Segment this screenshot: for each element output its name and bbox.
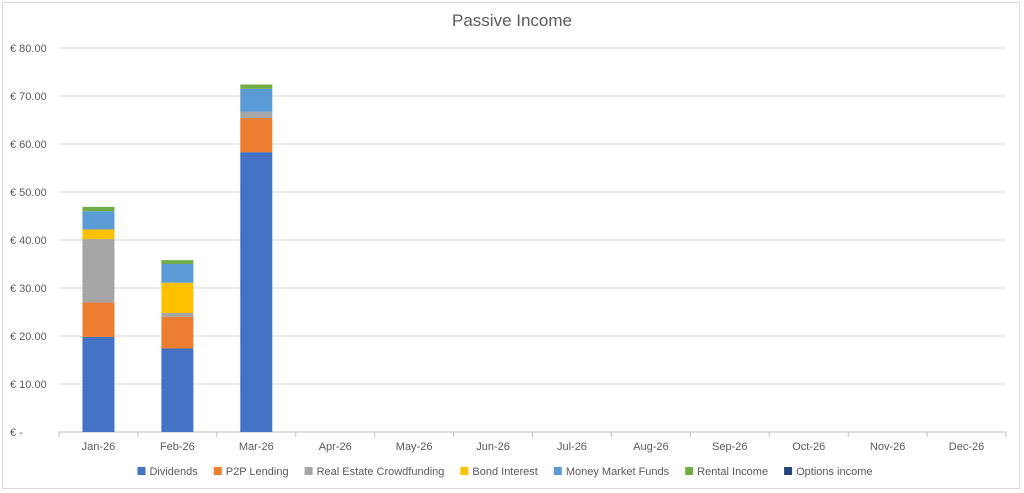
legend-swatch	[685, 467, 694, 475]
y-tick-label: € 60.00	[10, 139, 47, 151]
bar-segment	[161, 316, 194, 349]
y-tick-label: € 70.00	[10, 91, 47, 103]
legend-label: Rental Income	[697, 466, 768, 478]
bar-segment	[161, 348, 194, 432]
x-tick-label: Jun-26	[476, 441, 510, 453]
bar-segment	[240, 111, 273, 119]
legend-label: Dividends	[149, 466, 198, 478]
bar-segment	[161, 264, 194, 283]
y-tick-label: € 30.00	[10, 283, 47, 295]
legend-label: Options income	[796, 466, 872, 478]
x-tick-label: Apr-26	[319, 441, 352, 453]
chart-title: Passive Income	[452, 11, 572, 30]
x-tick-label: Mar-26	[239, 441, 274, 453]
x-tick-label: Sep-26	[712, 441, 747, 453]
x-tick-label: Dec-26	[949, 441, 984, 453]
y-tick-label: € 80.00	[10, 43, 47, 55]
x-tick-label: Nov-26	[870, 441, 905, 453]
bar-segment	[82, 336, 115, 432]
y-tick-label: € 20.00	[10, 331, 47, 343]
bar-segment	[161, 312, 194, 317]
legend-swatch	[304, 467, 313, 475]
legend-label: P2P Lending	[226, 466, 289, 478]
legend-label: Money Market Funds	[566, 466, 670, 478]
bar-segment	[82, 229, 115, 240]
legend-label: Real Estate Crowdfunding	[317, 466, 445, 478]
bar-segment	[240, 118, 273, 153]
legend-label: Bond Interest	[472, 466, 537, 478]
bar-segment	[161, 282, 194, 313]
bar-segment	[82, 302, 115, 337]
legend-swatch	[553, 467, 562, 475]
legend-swatch	[213, 467, 222, 475]
bar-segment	[161, 260, 194, 264]
bar-segment	[82, 206, 115, 212]
y-tick-label: € 40.00	[10, 235, 47, 247]
bar-segment	[240, 88, 273, 112]
x-tick-label: Jul-26	[557, 441, 587, 453]
legend-swatch	[784, 467, 793, 475]
bar-segment	[240, 152, 273, 432]
x-tick-label: Oct-26	[792, 441, 825, 453]
bar-segment	[82, 239, 115, 303]
legend-swatch	[137, 467, 146, 475]
x-tick-label: Feb-26	[160, 441, 195, 453]
bar-segment	[82, 211, 115, 230]
x-tick-label: Jan-26	[82, 441, 116, 453]
x-tick-label: Aug-26	[633, 441, 668, 453]
y-tick-label: € 10.00	[10, 379, 47, 391]
legend-swatch	[460, 467, 469, 475]
y-tick-label: € 50.00	[10, 187, 47, 199]
x-tick-label: May-26	[396, 441, 433, 453]
y-tick-label: € -	[10, 427, 23, 439]
bar-segment	[240, 84, 273, 89]
